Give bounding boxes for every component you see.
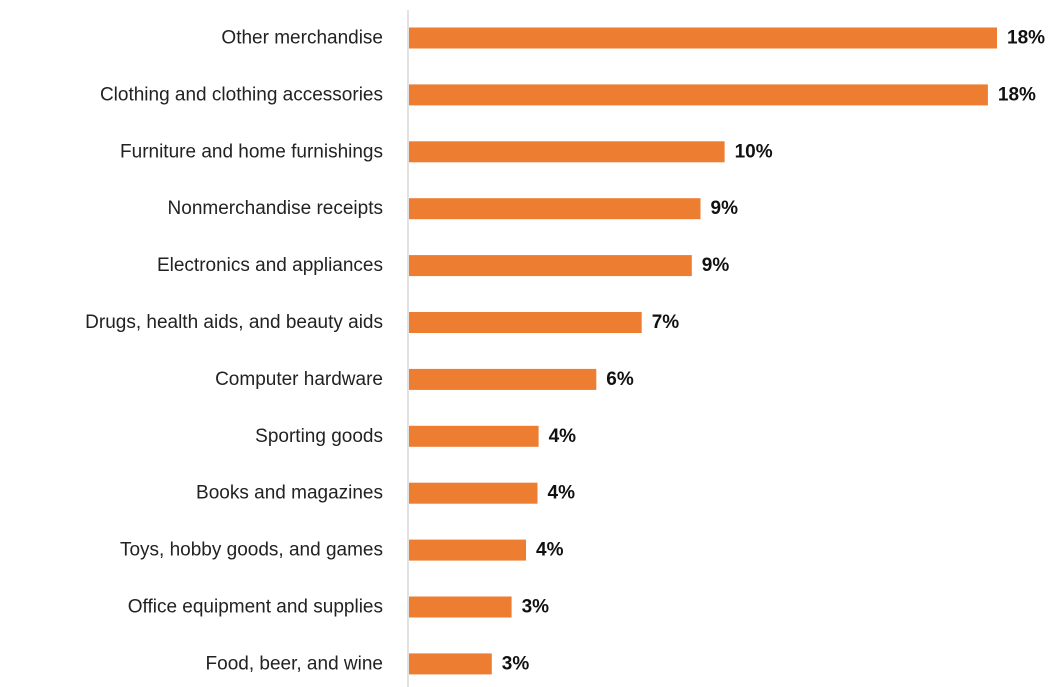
category-label: Office equipment and supplies	[128, 597, 383, 618]
data-label: 18%	[998, 84, 1036, 105]
category-label: Books and magazines	[196, 483, 383, 504]
data-label: 3%	[522, 597, 550, 618]
data-label: 4%	[549, 426, 577, 447]
category-label: Toys, hobby goods, and games	[120, 540, 383, 561]
data-label: 9%	[702, 255, 730, 276]
bar	[409, 84, 988, 106]
bar	[409, 27, 997, 49]
data-label: 6%	[606, 369, 634, 390]
category-label: Nonmerchandise receipts	[168, 198, 383, 219]
category-labels: Other merchandise Clothing and clothing a…	[85, 28, 383, 675]
bars-group	[409, 27, 997, 675]
bar	[409, 425, 539, 447]
bar	[409, 539, 526, 561]
data-label: 10%	[735, 141, 773, 162]
bar	[409, 596, 512, 618]
bar	[409, 653, 492, 675]
bar	[409, 255, 692, 277]
data-label: 4%	[548, 483, 576, 504]
bar	[409, 482, 538, 504]
bar	[409, 198, 701, 220]
data-label: 9%	[711, 198, 739, 219]
category-label: Computer hardware	[215, 369, 383, 390]
category-label: Sporting goods	[255, 426, 383, 447]
bar	[409, 368, 597, 390]
data-label: 7%	[652, 312, 680, 333]
category-label: Furniture and home furnishings	[120, 141, 383, 162]
category-label: Clothing and clothing accessories	[100, 84, 383, 105]
data-label: 18%	[1007, 28, 1045, 49]
bar	[409, 312, 642, 333]
data-label: 3%	[502, 653, 530, 674]
category-label: Food, beer, and wine	[206, 653, 383, 674]
bar	[409, 141, 725, 163]
category-label: Drugs, health aids, and beauty aids	[85, 312, 383, 333]
category-label: Other merchandise	[221, 28, 383, 49]
category-label: Electronics and appliances	[157, 255, 383, 276]
value-labels: 18% 18% 10% 9% 9% 7% 6% 4% 4% 4% 3% 3%	[502, 28, 1045, 675]
data-label: 4%	[536, 540, 564, 561]
